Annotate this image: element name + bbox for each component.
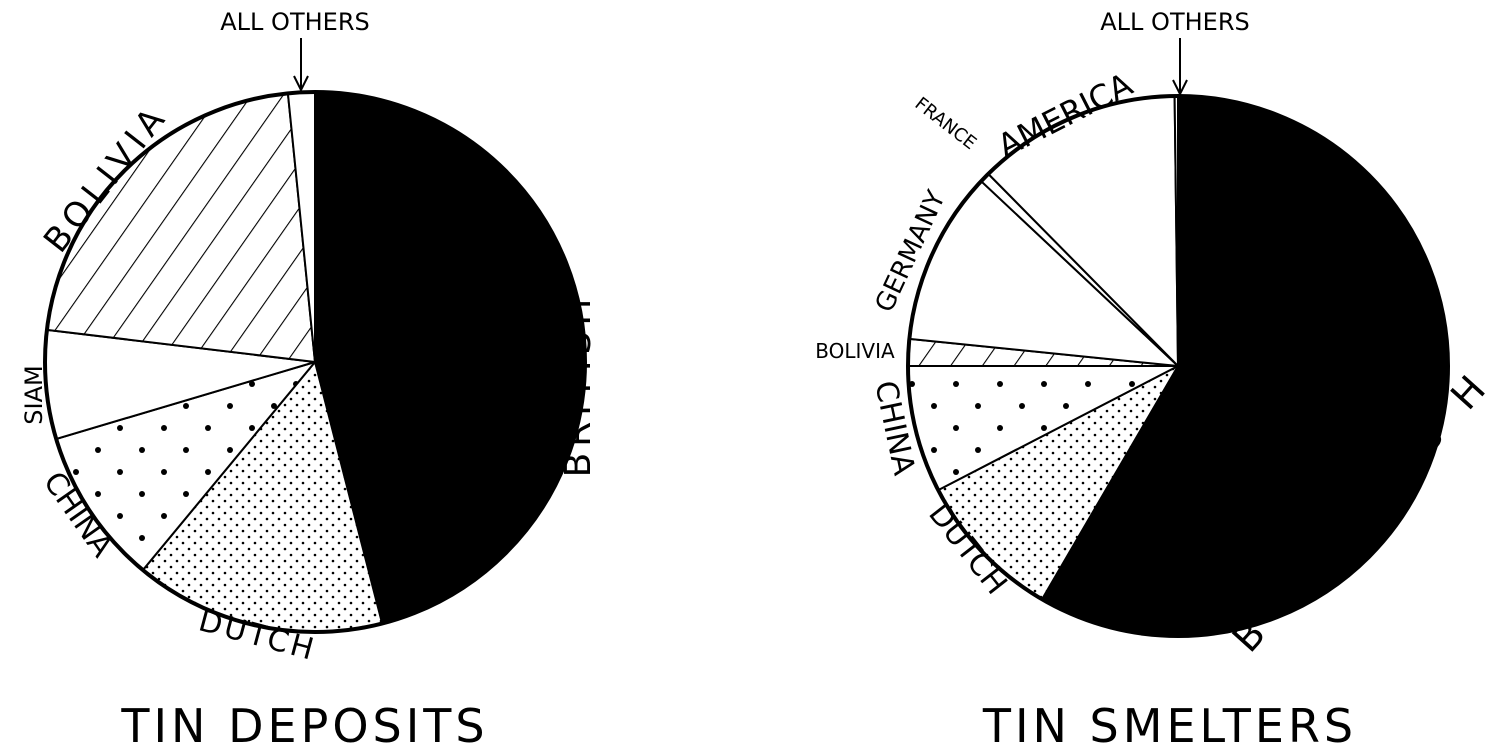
label-bolivia: BOLIVIA: [815, 339, 895, 363]
tin-smelters-pie: [906, 94, 1450, 638]
chart-title-tin-deposits: TIN DEPOSITS: [120, 699, 488, 753]
label-all-others: ALL OTHERS: [220, 8, 369, 36]
pie-outline: [43, 90, 587, 634]
tin-deposits-pie: [43, 90, 587, 634]
label-all-others: ALL OTHERS: [1100, 8, 1249, 36]
chart-title-tin-smelters: TIN SMELTERS: [982, 699, 1357, 753]
arrow-icon: [293, 38, 309, 93]
label-british: BRITISH: [558, 293, 599, 478]
pie-outline: [906, 94, 1450, 638]
label-france: FRANCE: [911, 93, 981, 154]
arrow-icon: [1172, 38, 1188, 97]
label-siam: SIAM: [20, 365, 48, 424]
